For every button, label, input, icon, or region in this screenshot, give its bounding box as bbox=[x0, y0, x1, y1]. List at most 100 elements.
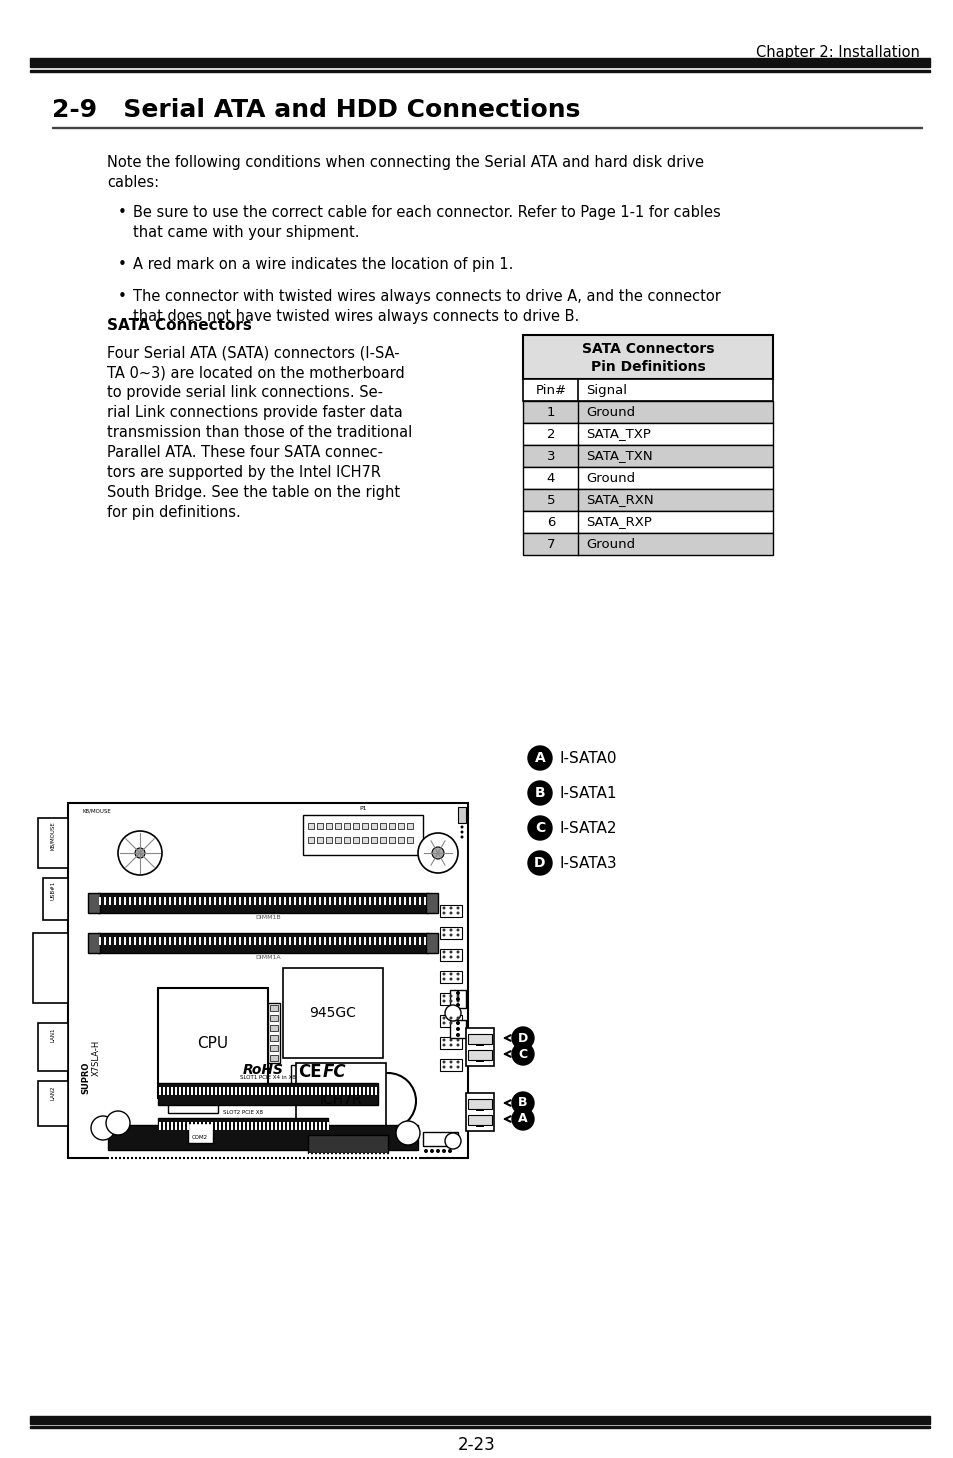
Bar bbox=[159, 1088, 161, 1095]
Bar bbox=[211, 1088, 213, 1095]
Circle shape bbox=[512, 1092, 534, 1114]
Text: SATA Connectors: SATA Connectors bbox=[107, 318, 252, 332]
Bar bbox=[158, 989, 268, 1098]
Bar bbox=[468, 1034, 492, 1044]
Bar bbox=[117, 1153, 119, 1163]
Circle shape bbox=[527, 781, 552, 805]
Bar bbox=[163, 1123, 165, 1130]
Circle shape bbox=[436, 1149, 439, 1153]
Bar bbox=[233, 1153, 234, 1163]
Bar bbox=[316, 837, 323, 843]
Bar bbox=[258, 1088, 261, 1095]
Bar bbox=[293, 1153, 294, 1163]
Bar bbox=[264, 937, 266, 945]
Bar bbox=[367, 1088, 369, 1095]
Bar bbox=[329, 897, 331, 905]
Bar bbox=[403, 897, 406, 905]
Circle shape bbox=[456, 1060, 459, 1063]
Text: 7: 7 bbox=[546, 538, 555, 551]
Bar bbox=[239, 1088, 241, 1095]
Bar bbox=[407, 822, 413, 830]
Bar bbox=[305, 1153, 307, 1163]
Bar bbox=[309, 1153, 311, 1163]
Text: SATA_RXP: SATA_RXP bbox=[585, 516, 651, 528]
Bar bbox=[184, 897, 186, 905]
Bar bbox=[271, 1088, 273, 1095]
Bar bbox=[98, 933, 428, 954]
Circle shape bbox=[444, 1005, 460, 1021]
Bar bbox=[468, 1115, 492, 1126]
Bar bbox=[185, 1153, 187, 1163]
Bar bbox=[169, 937, 171, 945]
Bar bbox=[194, 1088, 196, 1095]
Bar bbox=[276, 1153, 278, 1163]
Bar bbox=[171, 1123, 172, 1130]
Bar bbox=[364, 897, 366, 905]
Bar bbox=[335, 822, 340, 830]
Bar bbox=[522, 335, 772, 379]
Bar bbox=[234, 1088, 236, 1095]
Bar bbox=[398, 937, 400, 945]
Text: SATA Connectors: SATA Connectors bbox=[581, 343, 714, 356]
Bar bbox=[316, 1153, 318, 1163]
Circle shape bbox=[449, 977, 452, 980]
Circle shape bbox=[442, 933, 445, 936]
Bar bbox=[278, 897, 281, 905]
Bar bbox=[301, 1153, 303, 1163]
Bar bbox=[264, 897, 266, 905]
Text: B: B bbox=[517, 1096, 527, 1110]
Text: •: • bbox=[118, 289, 127, 305]
Bar bbox=[274, 937, 275, 945]
Bar bbox=[174, 1123, 177, 1130]
Bar bbox=[371, 837, 376, 843]
Circle shape bbox=[449, 951, 452, 954]
Bar bbox=[284, 937, 286, 945]
Bar bbox=[161, 1153, 163, 1163]
Bar bbox=[229, 897, 231, 905]
Bar bbox=[418, 897, 420, 905]
Bar bbox=[371, 822, 376, 830]
Text: SLOT1 PCIE X4 in X8: SLOT1 PCIE X4 in X8 bbox=[240, 1075, 295, 1080]
Bar bbox=[153, 937, 156, 945]
Bar bbox=[139, 937, 141, 945]
Text: P1: P1 bbox=[359, 806, 366, 811]
Bar bbox=[205, 1153, 207, 1163]
Bar bbox=[251, 1088, 253, 1095]
Bar bbox=[324, 937, 326, 945]
Bar bbox=[179, 1088, 181, 1095]
Bar bbox=[320, 1153, 323, 1163]
Text: TA 0~3) are located on the motherboard: TA 0~3) are located on the motherboard bbox=[107, 364, 404, 381]
Circle shape bbox=[456, 1003, 459, 1007]
Bar bbox=[174, 1088, 177, 1095]
Text: transmission than those of the traditional: transmission than those of the tradition… bbox=[107, 424, 412, 440]
Bar bbox=[396, 1153, 398, 1163]
Bar bbox=[199, 1088, 201, 1095]
Text: SUPRO: SUPRO bbox=[81, 1061, 91, 1094]
Text: Four Serial ATA (SATA) connectors (I-SA-: Four Serial ATA (SATA) connectors (I-SA- bbox=[107, 346, 399, 360]
Bar bbox=[149, 937, 151, 945]
Bar bbox=[325, 1153, 327, 1163]
Circle shape bbox=[456, 997, 459, 1002]
Circle shape bbox=[456, 911, 459, 914]
Bar bbox=[52, 127, 921, 128]
Bar bbox=[207, 1088, 209, 1095]
Text: FC: FC bbox=[323, 1063, 346, 1080]
Circle shape bbox=[460, 831, 463, 834]
Circle shape bbox=[449, 1016, 452, 1019]
Bar bbox=[457, 806, 465, 822]
Bar bbox=[193, 1153, 194, 1163]
Bar bbox=[224, 897, 226, 905]
Bar bbox=[296, 1153, 298, 1163]
Bar bbox=[353, 837, 358, 843]
Circle shape bbox=[91, 1115, 115, 1140]
Bar bbox=[351, 1088, 353, 1095]
Bar bbox=[522, 423, 772, 445]
Bar bbox=[193, 897, 195, 905]
Bar bbox=[294, 1088, 296, 1095]
Bar bbox=[522, 401, 772, 423]
Bar bbox=[267, 1088, 269, 1095]
Bar bbox=[439, 1015, 461, 1026]
Circle shape bbox=[456, 1026, 459, 1031]
Circle shape bbox=[442, 1000, 445, 1003]
Bar bbox=[289, 937, 291, 945]
